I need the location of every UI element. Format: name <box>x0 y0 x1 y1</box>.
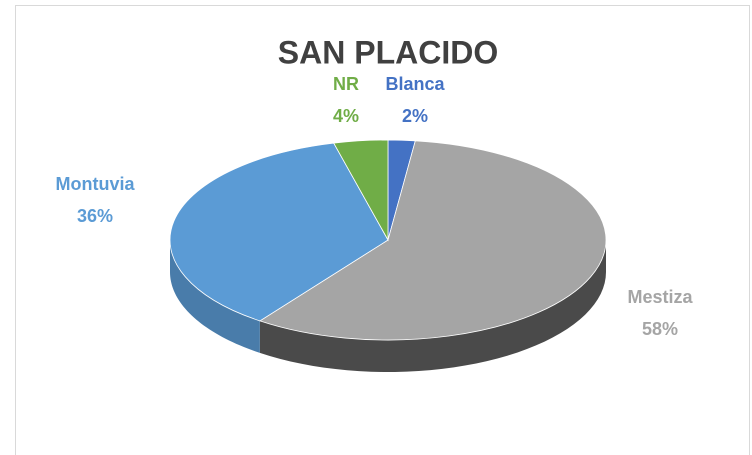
slice-side <box>259 240 606 372</box>
slice-value-label: 4% <box>333 106 359 126</box>
chart-title: SAN PLACIDO <box>278 34 498 70</box>
slice-value-label: 58% <box>642 319 678 339</box>
slice-value-label: 2% <box>402 106 428 126</box>
slice <box>258 140 607 341</box>
slice <box>333 139 389 242</box>
slice-label: Montuvia <box>56 174 136 194</box>
slice <box>169 142 389 322</box>
slice-label: Blanca <box>385 74 445 94</box>
slice-value-label: 36% <box>77 206 113 226</box>
slice-label: Mestiza <box>627 287 693 307</box>
slice-side <box>170 240 260 353</box>
slice-label: NR <box>333 74 359 94</box>
